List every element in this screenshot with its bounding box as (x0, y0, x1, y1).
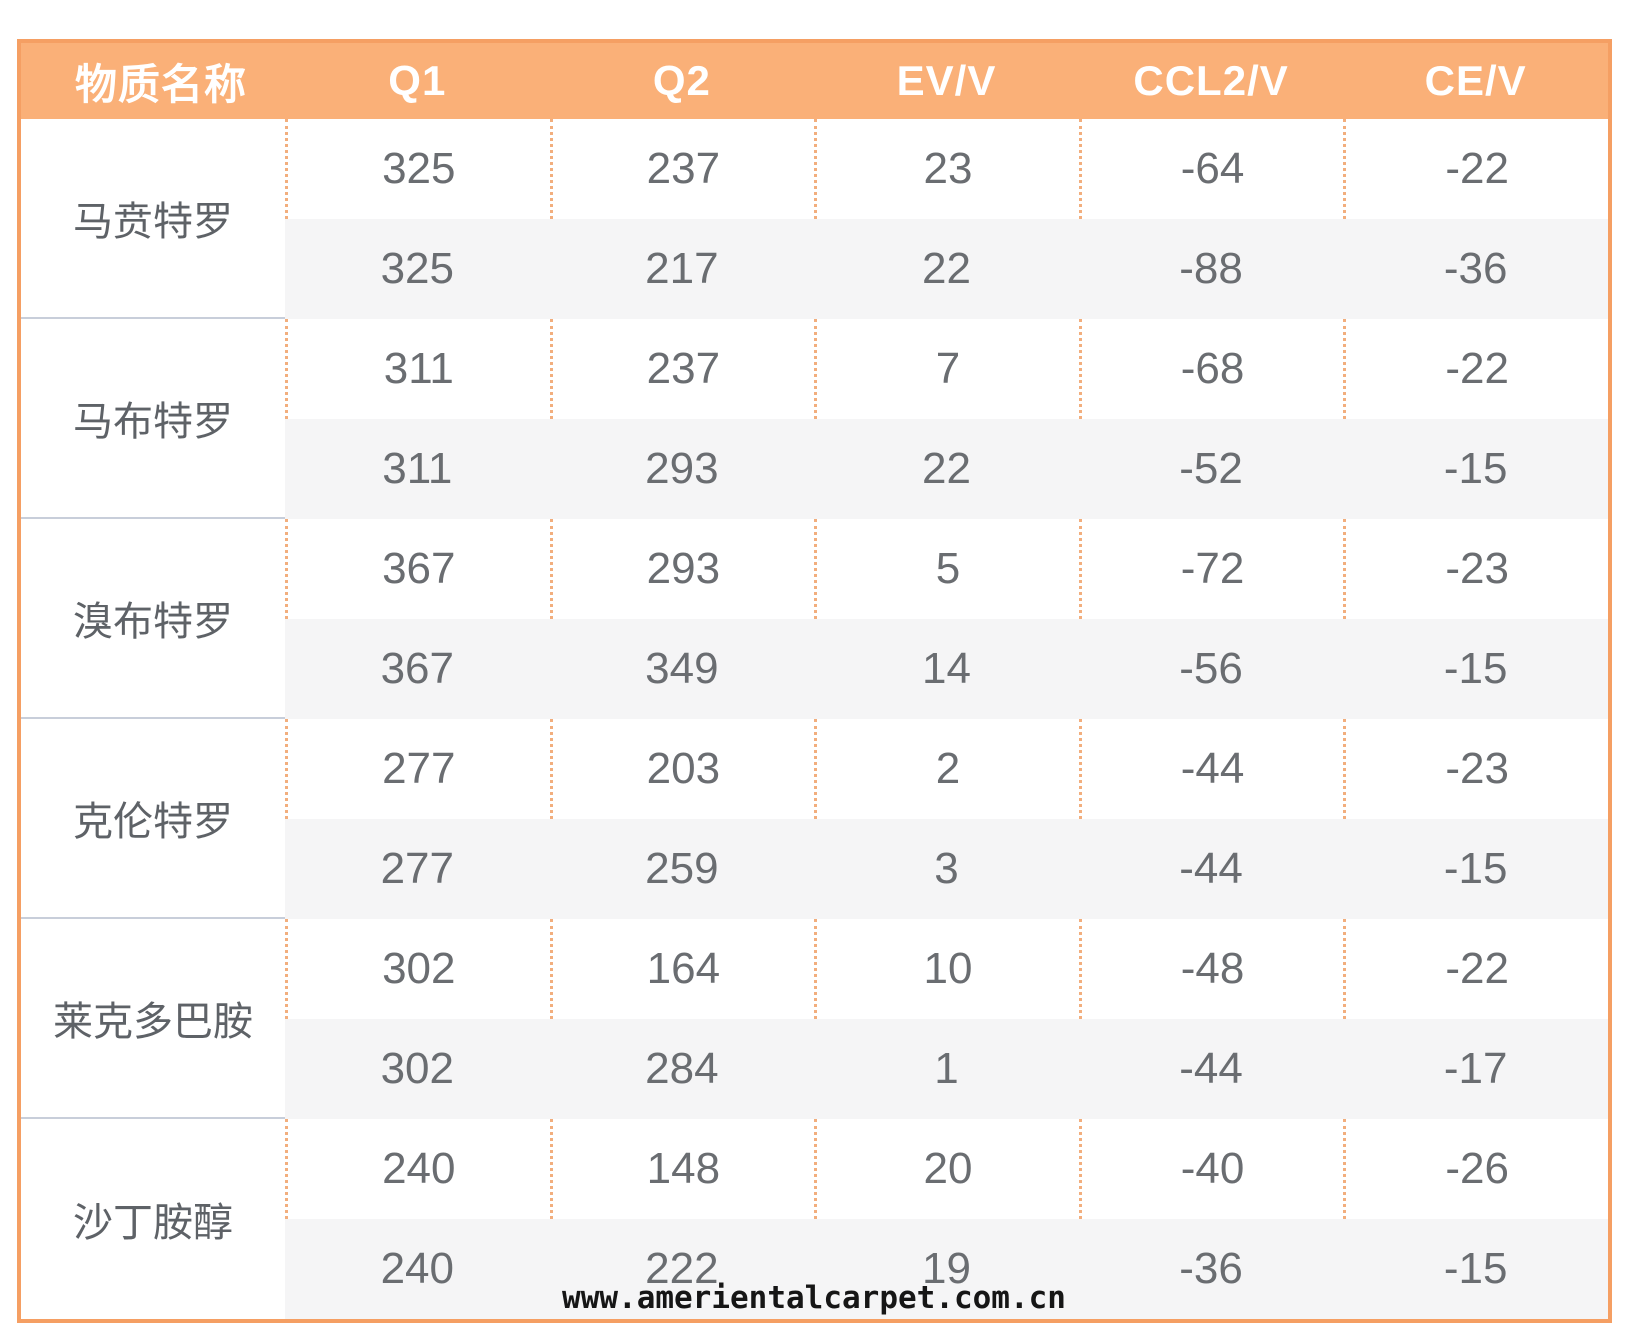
cell-ce-v: -15 (1443, 1244, 1508, 1293)
cell-ce-v: -23 (1343, 719, 1608, 819)
cell-ev-v: 7 (814, 319, 1079, 419)
table-row: 325 237 23 -64 -22 (285, 119, 1608, 219)
substance-name: 马贲特罗 (21, 119, 285, 319)
cell-q2: 237 (549, 319, 815, 419)
cell-ccl2-v: -72 (1078, 519, 1344, 619)
cell-ccl2-v: -68 (1078, 319, 1344, 419)
table-row: 240 148 20 -40 -26 (285, 1119, 1608, 1219)
header-ccl2-v: CCL2/V (1133, 57, 1289, 104)
cell-q1: 240 (380, 1244, 454, 1293)
website-watermark: www.amerientalcarpet.com.cn (562, 1280, 1066, 1316)
cell-q2: 284 (645, 1044, 719, 1093)
cell-ev-v: 23 (814, 119, 1079, 219)
table-row: 311 237 7 -68 -22 (285, 319, 1608, 419)
cell-q2: 293 (645, 444, 719, 493)
substance-name: 莱克多巴胺 (21, 919, 285, 1119)
table-row: 240 222 19 -36 -15 (285, 1219, 1608, 1319)
cell-ce-v: -22 (1343, 919, 1608, 1019)
cell-ccl2-v: -48 (1078, 919, 1344, 1019)
cell-ccl2-v: -52 (1179, 444, 1243, 493)
table-row: 325 217 22 -88 -36 (285, 219, 1608, 319)
cell-ev-v: 10 (814, 919, 1079, 1019)
cell-q2: 349 (645, 644, 719, 693)
cell-ev-v: 2 (814, 719, 1079, 819)
cell-ce-v: -15 (1443, 844, 1508, 893)
table-row: 277 259 3 -44 -15 (285, 819, 1608, 919)
cell-q1: 325 (285, 119, 550, 219)
cell-q1: 302 (380, 1044, 454, 1093)
table-row: 302 284 1 -44 -17 (285, 1019, 1608, 1119)
cell-q2: 259 (645, 844, 719, 893)
table-row: 367 293 5 -72 -23 (285, 519, 1608, 619)
cell-ccl2-v: -88 (1179, 244, 1243, 293)
substance-table: 物质名称 Q1 Q2 EV/V CCL2/V CE/V 马贲特罗 325 237… (17, 39, 1612, 1323)
header-ev-v: EV/V (896, 57, 997, 104)
cell-ev-v: 19 (922, 1244, 971, 1293)
cell-q1: 367 (285, 519, 550, 619)
cell-ccl2-v: -56 (1179, 644, 1243, 693)
substance-name: 沙丁胺醇 (21, 1119, 285, 1319)
cell-q2: 237 (549, 119, 815, 219)
cell-q2: 222 (645, 1244, 719, 1293)
cell-ev-v: 22 (922, 244, 971, 293)
cell-ccl2-v: -44 (1078, 719, 1344, 819)
cell-ccl2-v: -40 (1078, 1119, 1344, 1219)
cell-q1: 325 (380, 244, 454, 293)
header-substance-name: 物质名称 (75, 60, 248, 108)
cell-ce-v: -26 (1343, 1119, 1608, 1219)
cell-q2: 164 (549, 919, 815, 1019)
cell-q1: 311 (382, 444, 453, 493)
cell-ev-v: 22 (922, 444, 971, 493)
cell-q1: 277 (285, 719, 550, 819)
cell-q2: 293 (549, 519, 815, 619)
table-row: 367 349 14 -56 -15 (285, 619, 1608, 719)
cell-q1: 302 (285, 919, 550, 1019)
cell-ce-v: -15 (1443, 644, 1508, 693)
cell-q1: 311 (285, 319, 550, 419)
table-group-mabuterol: 马布特罗 311 237 7 -68 -22 311 293 22 -52 -1… (21, 319, 1608, 519)
table-group-mapenterol: 马贲特罗 325 237 23 -64 -22 325 217 22 -88 -… (21, 119, 1608, 319)
substance-name: 克伦特罗 (21, 719, 285, 919)
cell-ev-v: 5 (814, 519, 1079, 619)
header-q2: Q2 (652, 57, 711, 104)
cell-ccl2-v: -36 (1179, 1244, 1243, 1293)
substance-name: 溴布特罗 (21, 519, 285, 719)
cell-q2: 217 (645, 244, 719, 293)
substance-name: 马布特罗 (21, 319, 285, 519)
cell-q2: 203 (549, 719, 815, 819)
table-group-salbutamol: 沙丁胺醇 240 148 20 -40 -26 240 222 19 -36 -… (21, 1119, 1608, 1319)
table-group-clenbuterol: 克伦特罗 277 203 2 -44 -23 277 259 3 -44 -15 (21, 719, 1608, 919)
cell-ev-v: 20 (814, 1119, 1079, 1219)
cell-ce-v: -15 (1443, 444, 1508, 493)
cell-ce-v: -23 (1343, 519, 1608, 619)
table-row: 302 164 10 -48 -22 (285, 919, 1608, 1019)
cell-q1: 367 (380, 644, 454, 693)
cell-ev-v: 14 (922, 644, 971, 693)
cell-ccl2-v: -44 (1179, 1044, 1243, 1093)
table-row: 311 293 22 -52 -15 (285, 419, 1608, 519)
header-ce-v: CE/V (1424, 57, 1527, 104)
cell-ev-v: 3 (934, 844, 959, 893)
cell-q1: 240 (285, 1119, 550, 1219)
cell-ccl2-v: -64 (1078, 119, 1344, 219)
table-group-ractopamine: 莱克多巴胺 302 164 10 -48 -22 302 284 1 -44 -… (21, 919, 1608, 1119)
cell-ce-v: -22 (1343, 119, 1608, 219)
table-header-row: 物质名称 Q1 Q2 EV/V CCL2/V CE/V (21, 43, 1608, 119)
table-group-brombuterol: 溴布特罗 367 293 5 -72 -23 367 349 14 -56 -1… (21, 519, 1608, 719)
cell-q1: 277 (380, 844, 454, 893)
table-row: 277 203 2 -44 -23 (285, 719, 1608, 819)
cell-ev-v: 1 (934, 1044, 959, 1093)
cell-q2: 148 (549, 1119, 815, 1219)
cell-ccl2-v: -44 (1179, 844, 1243, 893)
header-q1: Q1 (388, 57, 447, 104)
cell-ce-v: -22 (1343, 319, 1608, 419)
cell-ce-v: -36 (1443, 244, 1508, 293)
cell-ce-v: -17 (1443, 1044, 1508, 1093)
